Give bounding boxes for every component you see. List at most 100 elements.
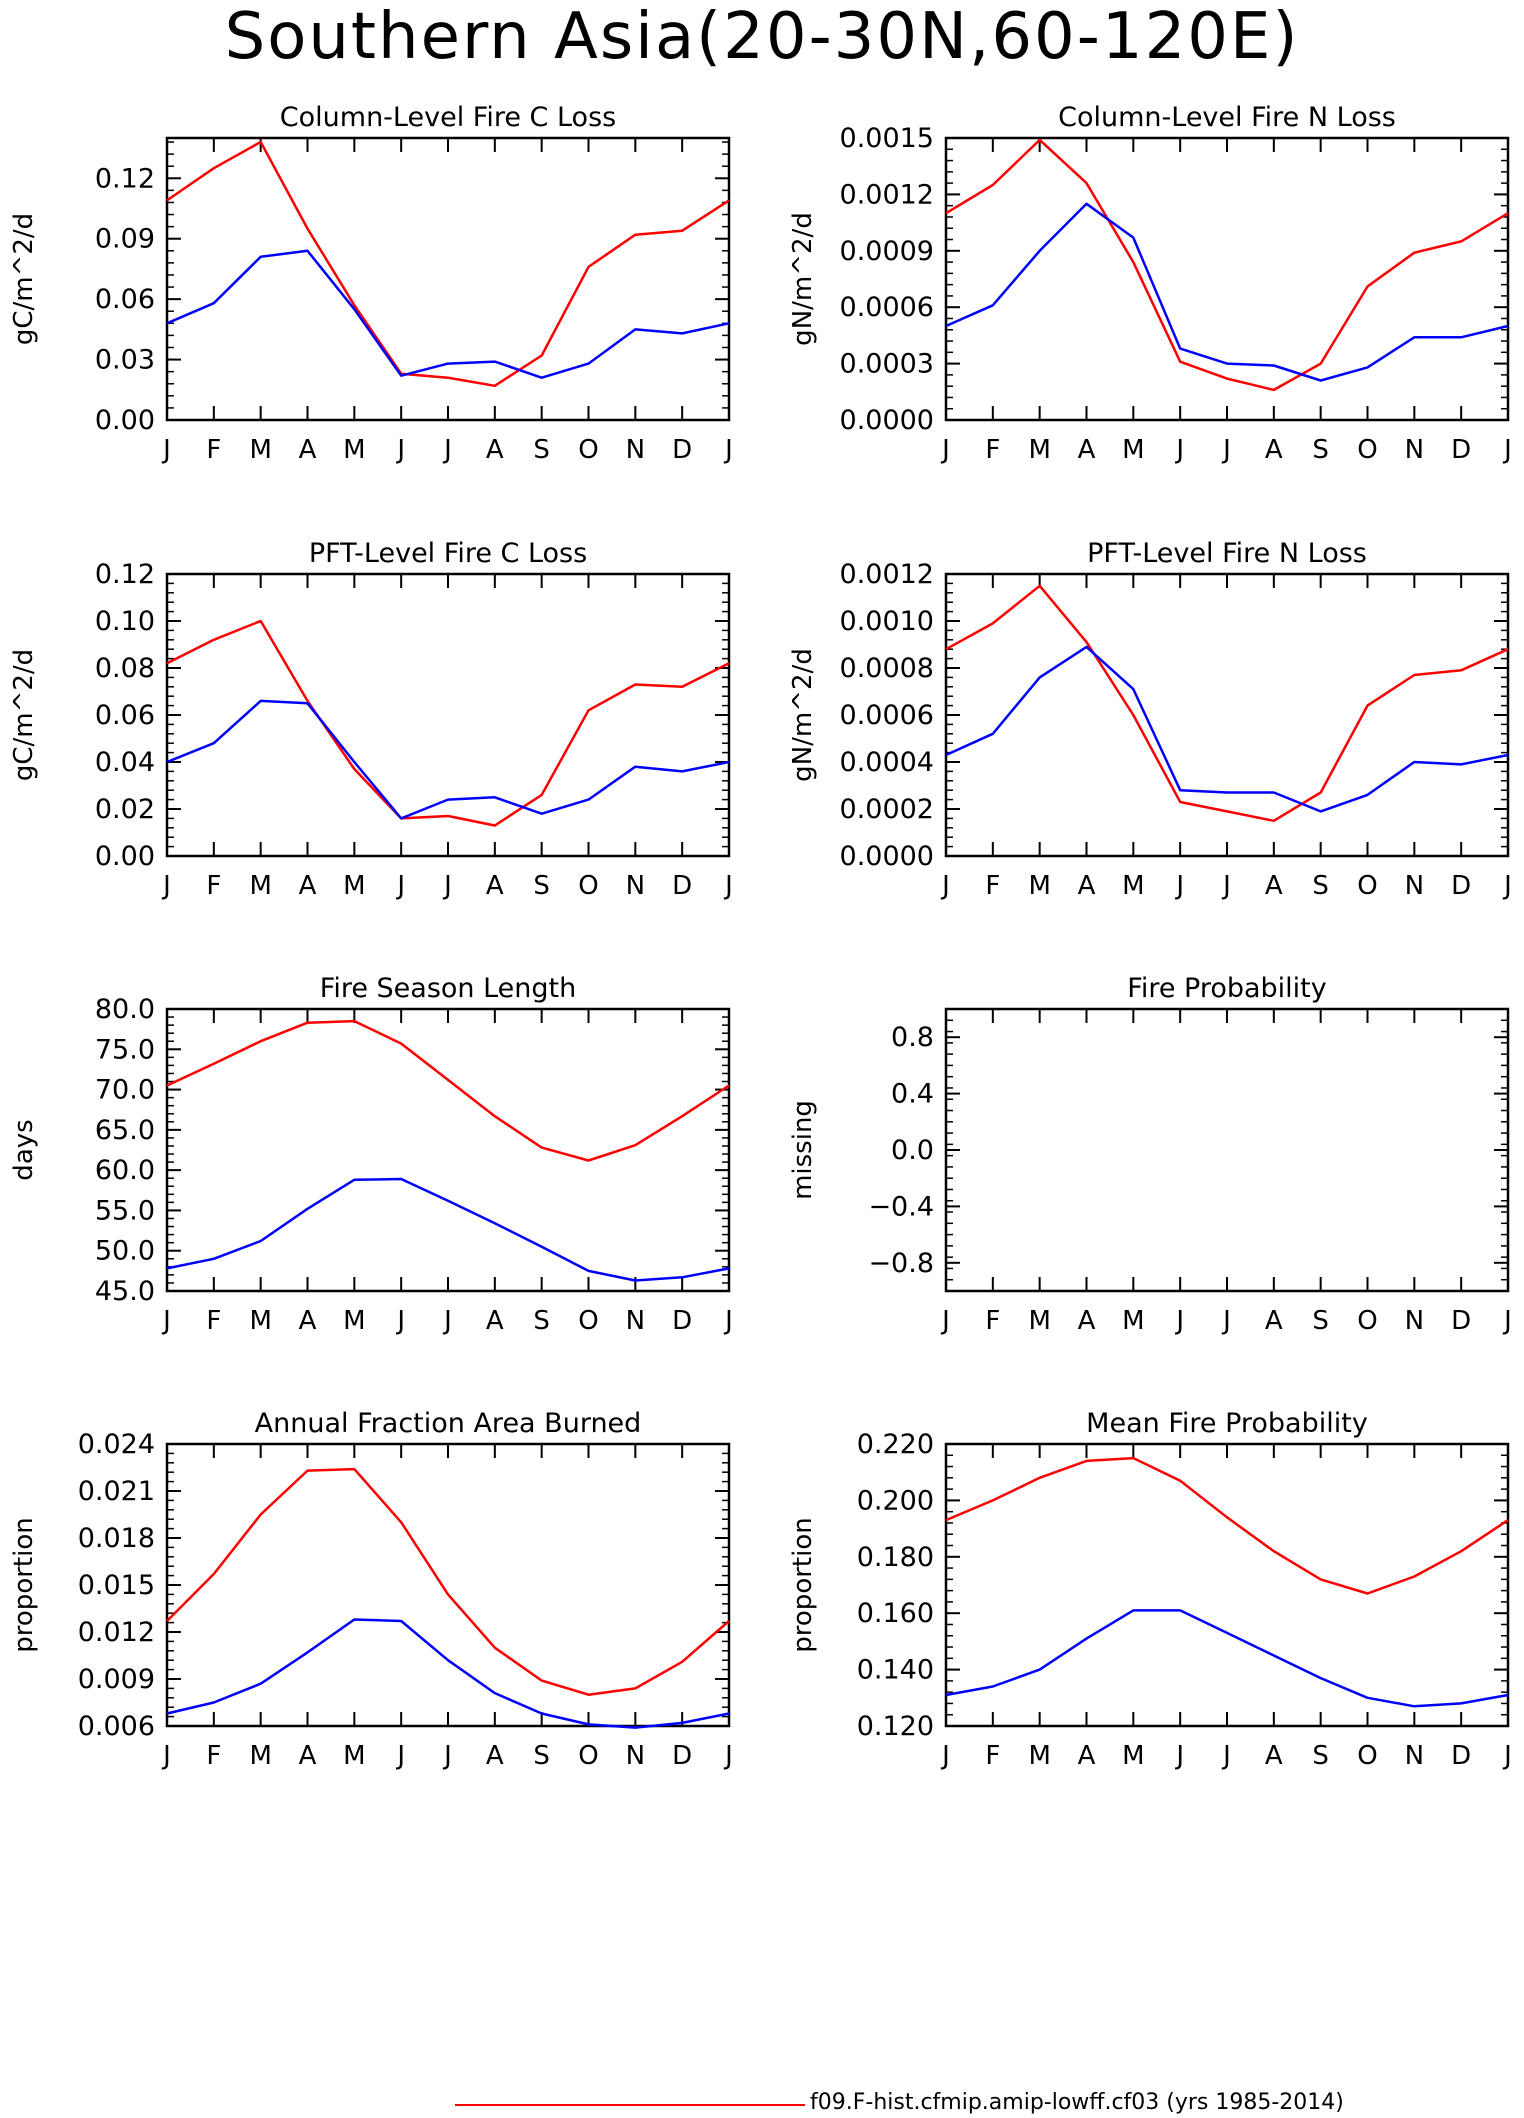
y-tick-label: 0.04 — [95, 747, 155, 778]
y-tick-label: 0.03 — [95, 345, 155, 376]
x-tick-label: D — [672, 871, 692, 901]
y-tick-label: 0.006 — [78, 1711, 155, 1742]
legend-swatch-red — [455, 2104, 805, 2106]
y-tick-label: 0.0009 — [840, 236, 934, 267]
x-tick-label: O — [1357, 1741, 1377, 1771]
x-tick-label: D — [1451, 1306, 1471, 1336]
x-tick-label: J — [442, 1741, 452, 1771]
y-axis-label: missing — [788, 1100, 818, 1200]
x-tick-label: J — [1221, 435, 1231, 465]
plot-frame — [165, 572, 731, 858]
x-tick-label: N — [626, 1306, 645, 1336]
chart-title: Column-Level Fire N Loss — [1058, 102, 1396, 133]
x-tick-label: J — [161, 435, 171, 465]
x-tick-label: J — [395, 1306, 405, 1336]
y-tick-label: 0.018 — [78, 1523, 155, 1554]
x-tick-label: M — [343, 1306, 365, 1336]
x-tick-label: J — [442, 871, 452, 901]
x-tick-label: A — [486, 1306, 504, 1336]
x-tick-label: A — [486, 435, 504, 465]
y-tick-label: 0.180 — [857, 1542, 934, 1573]
y-axis-label: days — [9, 1119, 39, 1180]
x-tick-label: F — [985, 1306, 1000, 1336]
series-line-blue — [166, 249, 730, 379]
series-line-red — [945, 1456, 1509, 1595]
y-tick-label: 0.09 — [95, 224, 155, 255]
y-tick-label: 0.024 — [78, 1429, 155, 1460]
x-tick-label: A — [1265, 871, 1283, 901]
y-axis-label: proportion — [788, 1517, 818, 1652]
x-tick-label: J — [723, 435, 733, 465]
x-tick-label: A — [1265, 1306, 1283, 1336]
y-tick-label: 50.0 — [95, 1236, 155, 1267]
y-tick-label: 0.0006 — [840, 700, 934, 731]
y-tick-label: 0.140 — [857, 1655, 934, 1686]
y-tick-label: 0.0015 — [840, 123, 934, 154]
x-tick-label: M — [343, 871, 365, 901]
x-tick-label: O — [1357, 871, 1377, 901]
x-tick-label: J — [395, 435, 405, 465]
y-tick-label: 0.015 — [78, 1570, 155, 1601]
page-title: Southern Asia(20-30N,60-120E) — [224, 0, 1300, 74]
x-tick-label: J — [1221, 871, 1231, 901]
x-tick-label: M — [249, 435, 271, 465]
x-tick-label: J — [442, 1306, 452, 1336]
y-tick-label: 0.12 — [95, 559, 155, 590]
x-tick-label: S — [533, 1306, 550, 1336]
y-tick-label: 65.0 — [95, 1115, 155, 1146]
x-tick-label: A — [1265, 435, 1283, 465]
chart-title: PFT-Level Fire C Loss — [309, 538, 587, 569]
x-tick-label: M — [249, 1741, 271, 1771]
y-tick-label: 0.10 — [95, 606, 155, 637]
x-tick-label: A — [486, 871, 504, 901]
y-tick-label: 0.12 — [95, 163, 155, 194]
x-tick-label: F — [206, 1741, 221, 1771]
x-tick-label: A — [1078, 435, 1096, 465]
x-tick-label: D — [672, 1741, 692, 1771]
x-tick-label: M — [1122, 1306, 1144, 1336]
x-tick-label: J — [940, 1741, 950, 1771]
x-tick-label: N — [626, 1741, 645, 1771]
x-tick-label: N — [1405, 871, 1424, 901]
x-tick-label: M — [343, 435, 365, 465]
x-tick-label: S — [1312, 1741, 1329, 1771]
x-tick-label: A — [1078, 871, 1096, 901]
x-tick-label: J — [723, 871, 733, 901]
x-tick-label: J — [940, 871, 950, 901]
x-tick-label: O — [578, 871, 598, 901]
x-tick-label: A — [1078, 1741, 1096, 1771]
x-tick-label: J — [395, 871, 405, 901]
y-tick-label: 75.0 — [95, 1034, 155, 1065]
y-tick-label: 0.06 — [95, 700, 155, 731]
y-tick-label: 0.220 — [857, 1429, 934, 1460]
series-line-blue — [945, 202, 1509, 382]
x-tick-label: J — [940, 435, 950, 465]
x-tick-label: S — [1312, 1306, 1329, 1336]
x-tick-label: J — [723, 1741, 733, 1771]
y-axis-label: proportion — [9, 1517, 39, 1652]
series-line-red — [945, 138, 1509, 392]
x-tick-label: M — [249, 871, 271, 901]
x-tick-label: S — [533, 435, 550, 465]
chart-title: Annual Fraction Area Burned — [255, 1408, 642, 1439]
x-tick-label: J — [1502, 1306, 1512, 1336]
series-line-red — [166, 1467, 730, 1696]
series-line-blue — [166, 699, 730, 820]
legend: f09.F-hist.cfmip.amip-lowff.cf03 (yrs 19… — [455, 2090, 1515, 2115]
series-line-blue — [166, 1177, 730, 1282]
x-tick-label: M — [1122, 871, 1144, 901]
plot-frame — [944, 572, 1510, 858]
y-tick-label: 0.0008 — [840, 653, 934, 684]
x-tick-label: A — [299, 1306, 317, 1336]
x-tick-label: J — [161, 1741, 171, 1771]
x-tick-label: J — [395, 1741, 405, 1771]
y-tick-label: 0.021 — [78, 1476, 155, 1507]
x-tick-label: M — [1122, 435, 1144, 465]
y-tick-label: 0.0002 — [840, 794, 934, 825]
series-line-blue — [945, 645, 1509, 813]
x-tick-label: A — [299, 871, 317, 901]
legend-label: f09.F-hist.cfmip.amip-lowff.cf03 (yrs 19… — [810, 2090, 1344, 2115]
